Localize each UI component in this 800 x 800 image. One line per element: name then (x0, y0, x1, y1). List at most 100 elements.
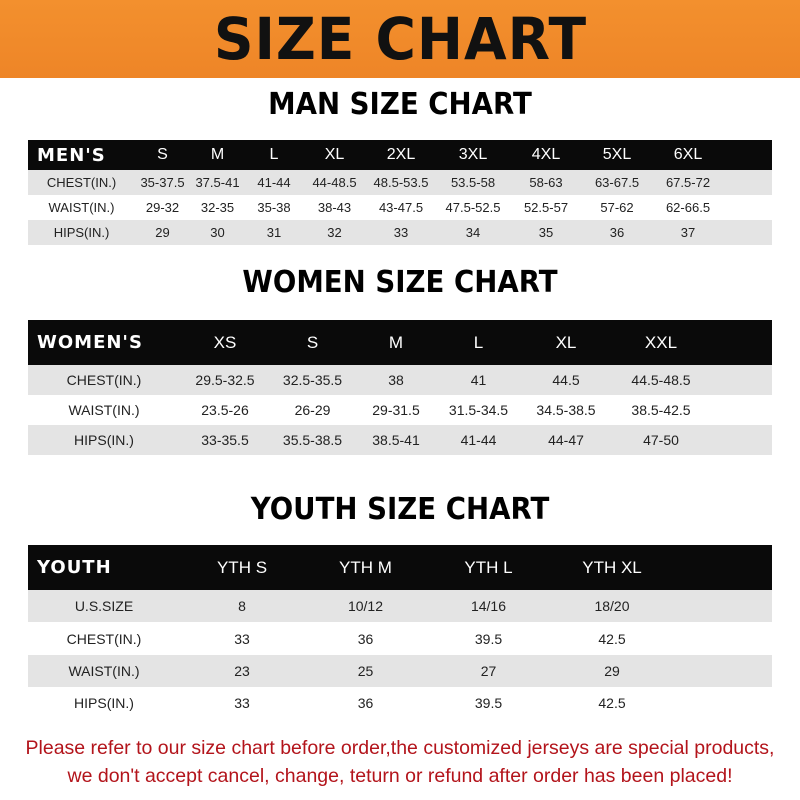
table-cell: 25 (357, 663, 374, 679)
table-cell: 32-35 (200, 200, 235, 215)
size-column-header: XXL (644, 332, 678, 352)
youth-header-row: YOUTH YTH S YTH M YTH L YTH XL (28, 545, 772, 590)
table-cell: 33 (234, 630, 250, 647)
table-cell: 23 (234, 663, 250, 679)
row-label: CHEST(IN.) (66, 372, 142, 388)
table-row: WAIST(IN.) 29-32 32-35 35-38 38-43 43-47.5 47.… (28, 195, 772, 220)
table-cell: 18/20 (594, 598, 630, 614)
table-cell: 29-32 (145, 200, 180, 215)
table-cell: 35.5-38.5 (282, 432, 343, 448)
table-row: CHEST(IN.) 33 36 39.5 42.5 (28, 622, 772, 655)
table-cell: 52.5-57 (523, 200, 569, 215)
size-column-header: YTH L (464, 557, 513, 577)
table-cell: 42.5 (598, 630, 626, 647)
order-notice: Please refer to our size chart before or… (0, 734, 800, 790)
row-label: CHEST(IN.) (46, 175, 117, 190)
table-cell: 36 (609, 225, 625, 240)
row-label: U.S.SIZE (74, 598, 134, 614)
table-cell: 32 (327, 225, 342, 240)
table-row: HIPS(IN.) 29 30 31 32 33 34 35 36 37 (28, 220, 772, 245)
table-cell: 32.5-35.5 (282, 372, 343, 388)
size-column-header: YTH S (216, 557, 268, 577)
table-cell: 35-38 (257, 200, 291, 215)
table-cell: 29 (604, 663, 620, 679)
table-cell: 47.5-52.5 (445, 200, 501, 215)
table-cell: 39.5 (474, 694, 503, 711)
row-label: HIPS(IN.) (53, 225, 110, 240)
table-cell: 29.5-32.5 (195, 372, 255, 388)
table-row: WAIST(IN.) 23.5-26 26-29 29-31.5 31.5-34.5 34… (28, 395, 772, 425)
size-column-header: YTH XL (582, 557, 642, 577)
men-header-row: MEN'S S M L XL 2XL 3XL 4XL 5XL 6XL (28, 140, 772, 170)
table-cell: 37.5-41 (195, 175, 240, 190)
women-section-title: WOMEN SIZE CHART (242, 265, 558, 300)
men-section-title: MAN SIZE CHART (268, 87, 532, 122)
table-cell: 31.5-34.5 (448, 402, 509, 418)
table-cell: 38.5-41 (372, 432, 420, 448)
table-cell: 33 (393, 225, 409, 240)
table-row: U.S.SIZE 8 10/12 14/16 18/20 (28, 590, 772, 622)
table-cell: 58-63 (529, 175, 563, 190)
table-cell: 26-29 (294, 402, 331, 418)
size-column-header: 3XL (458, 146, 488, 163)
table-cell: 53.5-58 (450, 175, 496, 190)
table-cell: 27 (480, 663, 497, 679)
size-column-header: 4XL (531, 146, 561, 163)
table-row: WAIST(IN.) 23 25 27 29 (28, 655, 772, 687)
size-column-header: XL (324, 146, 345, 163)
size-column-header: 5XL (602, 146, 632, 163)
table-category-label: MEN'S (37, 144, 106, 166)
size-column-header: M (388, 332, 404, 352)
table-cell: 38.5-42.5 (631, 402, 691, 418)
table-cell: 47-50 (643, 432, 679, 448)
table-cell: 44.5-48.5 (631, 372, 691, 388)
table-cell: 37 (680, 225, 696, 240)
banner-title: SIZE CHART (213, 5, 587, 73)
table-cell: 36 (357, 694, 374, 711)
row-label: WAIST(IN.) (48, 200, 115, 215)
youth-section-title: YOUTH SIZE CHART (250, 492, 550, 527)
table-row: CHEST(IN.) 29.5-32.5 32.5-35.5 38 41 44.5 44.5… (28, 365, 772, 395)
size-column-header: L (269, 146, 279, 163)
table-row: HIPS(IN.) 33-35.5 35.5-38.5 38.5-41 41-44 44-… (28, 425, 772, 455)
table-cell: 38-43 (317, 200, 352, 215)
row-label: WAIST(IN.) (68, 402, 140, 418)
size-column-header: 6XL (673, 146, 703, 163)
table-row: CHEST(IN.) 35-37.5 37.5-41 41-44 44-48.5 48.5… (28, 170, 772, 195)
table-cell: 14/16 (470, 598, 507, 614)
table-cell: 62-66.5 (665, 200, 711, 215)
table-cell: 38 (388, 372, 404, 388)
table-cell: 33 (234, 694, 250, 711)
table-cell: 44-48.5 (312, 175, 357, 190)
women-size-table: WOMEN'S XS S M L XL XXL CHEST(IN.) 29.5-32.5 32.5… (28, 320, 772, 455)
row-label: HIPS(IN.) (74, 694, 134, 711)
table-cell: 23.5-26 (201, 402, 249, 418)
table-category-label: WOMEN'S (37, 332, 143, 353)
banner: SIZE CHART (0, 0, 800, 78)
table-row: HIPS(IN.) 33 36 39.5 42.5 (28, 687, 772, 718)
row-label: HIPS(IN.) (74, 432, 134, 448)
table-category-label: YOUTH (37, 557, 112, 578)
table-cell: 44.5 (552, 372, 580, 388)
table-cell: 29 (155, 225, 170, 240)
size-column-header: 2XL (386, 146, 416, 163)
table-cell: 35 (538, 225, 554, 240)
row-label: CHEST(IN.) (66, 630, 142, 647)
table-cell: 33-35.5 (201, 432, 249, 448)
women-header-row: WOMEN'S XS S M L XL XXL (28, 320, 772, 365)
table-cell: 36 (357, 630, 374, 647)
table-cell: 42.5 (598, 694, 626, 711)
order-notice-line-2: we don't accept cancel, change, teturn o… (67, 765, 733, 787)
order-notice-line-1: Please refer to our size chart before or… (25, 737, 775, 759)
table-cell: 41 (470, 372, 487, 388)
size-column-header: XL (555, 332, 577, 352)
table-cell: 41-44 (257, 175, 291, 190)
table-cell: 30 (210, 225, 225, 240)
youth-size-table: YOUTH YTH S YTH M YTH L YTH XL U.S.SIZE 8 10/12… (28, 545, 772, 718)
table-cell: 48.5-53.5 (373, 175, 429, 190)
table-cell: 10/12 (347, 598, 384, 614)
table-cell: 8 (238, 598, 246, 614)
size-column-header: M (210, 146, 225, 163)
table-cell: 39.5 (474, 630, 503, 647)
size-column-header: S (306, 332, 319, 352)
